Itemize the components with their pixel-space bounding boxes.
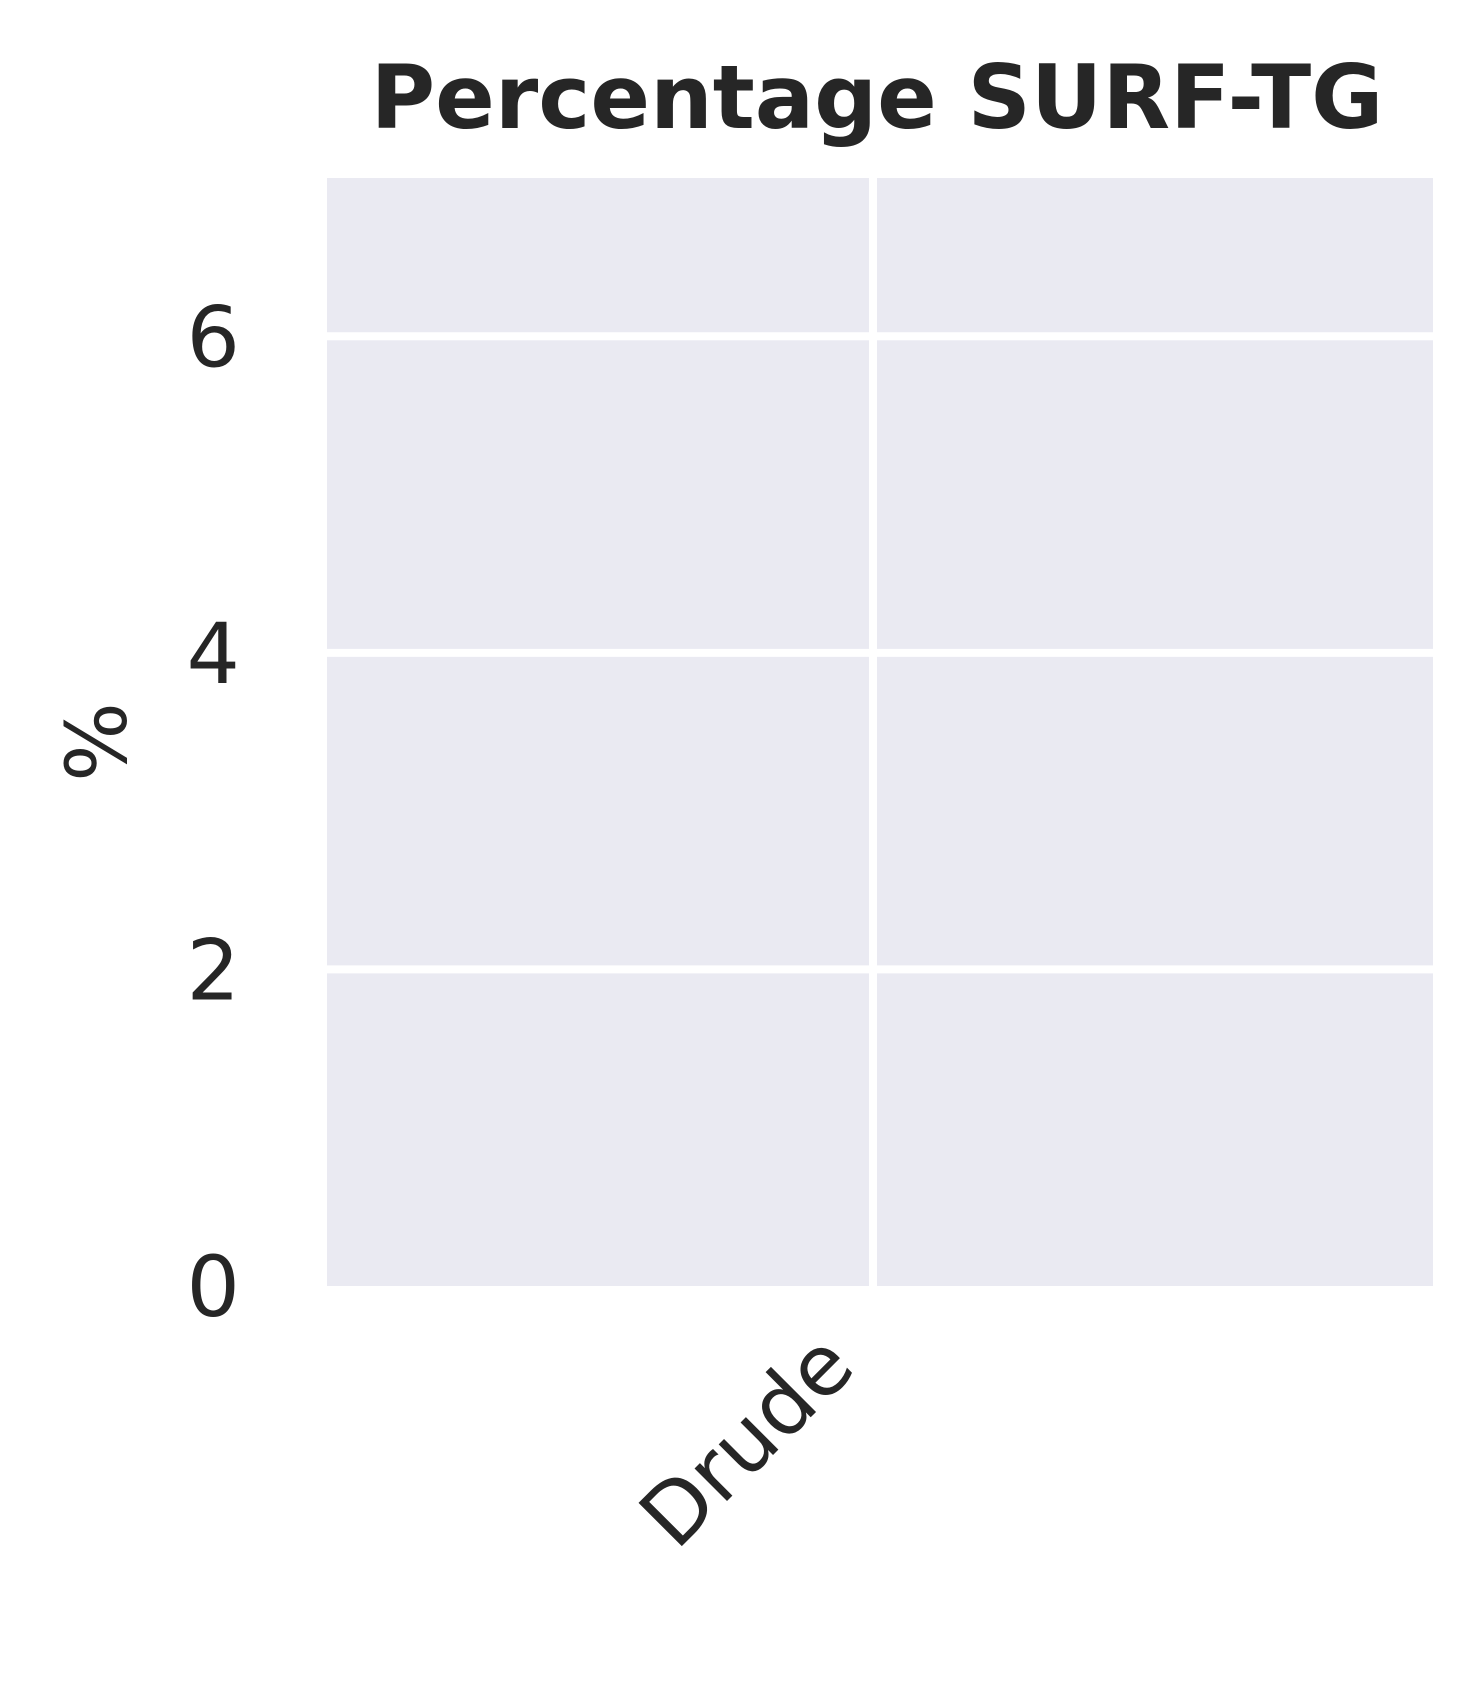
x-tick-labels: Drude [621,1315,872,1566]
y-axis-label: % [48,702,146,782]
y-tick-labels: 0 2 4 6 [187,288,240,1336]
x-tick-label-0: Drude [621,1315,872,1566]
chart-title: Percentage SURF-TG [371,46,1384,149]
y-tick-label-0: 0 [187,1238,240,1336]
grid-lines [327,178,1433,1286]
y-tick-label-4: 4 [187,605,240,703]
y-tick-label-2: 2 [187,921,240,1019]
plot-area [327,178,1433,1286]
y-tick-label-6: 6 [187,288,240,386]
